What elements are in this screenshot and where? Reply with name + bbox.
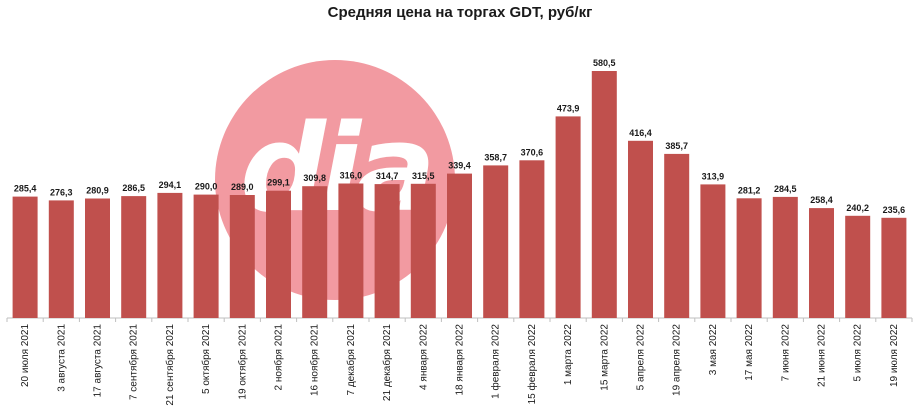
x-tick-label: 20 июля 2021 (20, 324, 31, 387)
bar (772, 196, 798, 318)
bar (881, 217, 907, 318)
data-label: 281,2 (738, 185, 761, 195)
bar (229, 195, 255, 318)
x-tick-label: 19 октября 2021 (236, 324, 248, 400)
bar (48, 200, 74, 318)
data-label: 314,7 (376, 171, 399, 181)
x-tick-label: 21 сентября 2021 (164, 324, 176, 406)
data-label: 416,4 (629, 128, 652, 138)
data-label: 358,7 (484, 152, 507, 162)
x-tick-label: 17 августа 2021 (93, 324, 104, 398)
x-tick-label: 2 ноября 2021 (273, 324, 285, 391)
data-label: 580,5 (593, 58, 616, 68)
bar (121, 196, 147, 318)
x-tick-label: 15 февраля 2022 (526, 324, 538, 405)
x-tick-label: 19 июля 2022 (889, 324, 900, 387)
x-tick-label: 16 ноября 2021 (309, 324, 321, 396)
bar (410, 183, 436, 318)
bar (157, 192, 183, 318)
bar (555, 116, 581, 319)
bar (193, 194, 219, 318)
data-label: 315,5 (412, 171, 435, 181)
chart-title: Средняя цена на торгах GDT, руб/кг (327, 4, 593, 21)
data-label: 276,3 (50, 187, 73, 197)
data-label: 316,0 (340, 171, 363, 181)
bar (519, 160, 545, 318)
bar (447, 173, 472, 318)
x-tick-label: 1 февраля 2022 (490, 324, 502, 399)
x-tick-label: 17 мая 2022 (744, 324, 755, 381)
x-tick-label: 5 апреля 2022 (636, 324, 647, 391)
data-label: 313,9 (702, 171, 725, 181)
data-label: 235,6 (883, 205, 906, 215)
x-tick-label: 18 января 2022 (455, 324, 466, 396)
bar (845, 215, 871, 318)
x-tick-label: 21 июня 2022 (817, 324, 828, 387)
data-label: 284,5 (774, 184, 797, 194)
bar (12, 196, 38, 318)
data-label: 290,0 (195, 182, 218, 192)
bar (700, 184, 726, 318)
x-tick-label: 3 августа 2021 (56, 324, 67, 392)
bar (85, 198, 110, 318)
data-label: 370,6 (521, 147, 544, 157)
x-tick-label: 7 декабря 2021 (345, 324, 357, 396)
x-tick-label: 5 июля 2022 (853, 324, 864, 382)
bar (302, 186, 328, 318)
data-label: 258,4 (810, 195, 833, 205)
data-label: 309,8 (303, 173, 326, 183)
x-tick-label: 7 июня 2022 (780, 324, 791, 382)
x-tick-label: 21 декабря 2021 (381, 324, 393, 402)
x-tick-label: 1 марта 2022 (563, 324, 574, 386)
x-tick-label: 3 мая 2022 (708, 324, 719, 376)
data-label: 473,9 (557, 103, 580, 113)
bar (483, 165, 509, 318)
data-label: 240,2 (846, 203, 869, 213)
bar (266, 190, 291, 318)
data-label: 339,4 (448, 161, 471, 171)
x-tick-label: 5 октября 2021 (200, 324, 212, 394)
data-label: 294,1 (159, 180, 182, 190)
data-label: 285,4 (14, 184, 37, 194)
bar (338, 183, 364, 318)
data-label: 286,5 (122, 183, 145, 193)
bar (374, 184, 400, 318)
x-tick-label: 19 апреля 2022 (672, 324, 683, 396)
bar (664, 153, 690, 318)
x-tick-label: 15 марта 2022 (599, 324, 610, 391)
bar (628, 140, 653, 318)
x-tick-label: 7 сентября 2021 (128, 324, 140, 400)
bar (809, 208, 834, 318)
data-label: 385,7 (665, 141, 688, 151)
data-label: 299,1 (267, 178, 290, 188)
bar (736, 198, 762, 318)
bar (591, 71, 617, 318)
data-label: 280,9 (86, 186, 109, 196)
x-tick-label: 4 января 2022 (418, 324, 429, 390)
data-label: 289,0 (231, 182, 254, 192)
